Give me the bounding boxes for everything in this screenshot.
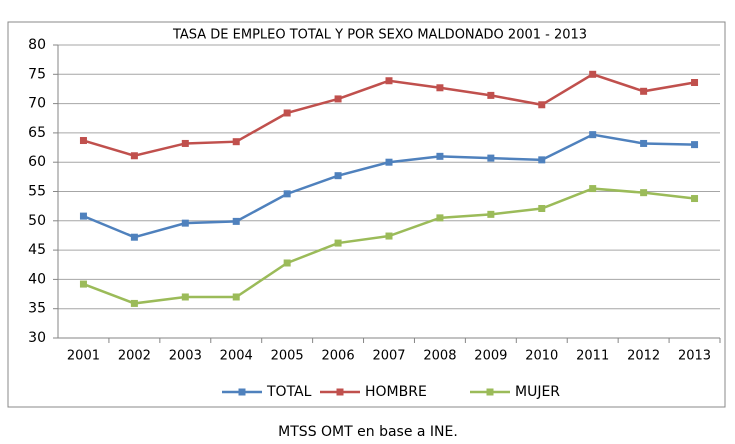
legend-label: TOTAL bbox=[266, 384, 312, 400]
legend-marker bbox=[486, 388, 494, 396]
point bbox=[79, 137, 87, 145]
point bbox=[640, 87, 648, 95]
point bbox=[487, 210, 495, 218]
x-tick-label: 2003 bbox=[169, 349, 202, 364]
point bbox=[334, 239, 342, 247]
point bbox=[334, 172, 342, 180]
point bbox=[589, 185, 597, 193]
chart-frame bbox=[7, 21, 726, 408]
y-tick-label: 75 bbox=[28, 66, 46, 82]
point bbox=[79, 212, 87, 220]
point bbox=[130, 233, 138, 241]
source: MTSS OMT en base a INE. bbox=[278, 424, 458, 440]
point bbox=[436, 152, 444, 160]
y-tick-label: 70 bbox=[28, 96, 46, 112]
x-tick-label: 2004 bbox=[220, 349, 253, 364]
y-tick-label: 30 bbox=[28, 330, 46, 346]
x-tick-label: 2006 bbox=[322, 349, 355, 364]
x-tick-label: 2001 bbox=[67, 349, 100, 364]
legend-marker bbox=[336, 388, 344, 396]
point bbox=[385, 232, 393, 240]
point bbox=[181, 219, 189, 227]
x-tick-label: 2012 bbox=[627, 349, 660, 364]
point bbox=[691, 79, 699, 87]
point bbox=[589, 70, 597, 78]
point bbox=[487, 154, 495, 162]
point bbox=[538, 156, 546, 164]
legend-label: MUJER bbox=[515, 384, 560, 400]
y-tick-label: 40 bbox=[28, 271, 46, 287]
point bbox=[232, 293, 240, 301]
point bbox=[283, 259, 291, 267]
y-tick-label: 35 bbox=[28, 301, 46, 317]
point bbox=[283, 109, 291, 117]
point bbox=[589, 131, 597, 139]
point bbox=[232, 138, 240, 146]
x-tick-label: 2010 bbox=[525, 349, 558, 364]
point bbox=[283, 190, 291, 198]
point bbox=[640, 189, 648, 197]
point bbox=[538, 101, 546, 109]
point bbox=[79, 280, 87, 288]
point bbox=[130, 299, 138, 307]
y-tick-label: 80 bbox=[28, 37, 46, 53]
legend-label: HOMBRE bbox=[365, 384, 427, 400]
point bbox=[232, 217, 240, 225]
x-tick-label: 2013 bbox=[678, 349, 711, 364]
legend-marker bbox=[238, 388, 246, 396]
y-tick-label: 45 bbox=[28, 242, 46, 258]
point bbox=[385, 77, 393, 85]
point bbox=[181, 139, 189, 147]
y-tick-label: 50 bbox=[28, 213, 46, 229]
chart-title: TASA DE EMPLEO TOTAL Y POR SEXO MALDONAD… bbox=[172, 28, 587, 43]
point bbox=[385, 158, 393, 166]
point bbox=[130, 152, 138, 160]
point bbox=[640, 139, 648, 147]
point bbox=[691, 141, 699, 149]
y-tick-label: 65 bbox=[28, 125, 46, 141]
y-tick-label: 60 bbox=[28, 154, 46, 170]
point bbox=[487, 91, 495, 99]
x-tick-label: 2009 bbox=[474, 349, 507, 364]
x-tick-label: 2011 bbox=[576, 349, 609, 364]
point bbox=[538, 204, 546, 212]
point bbox=[436, 214, 444, 222]
x-tick-label: 2008 bbox=[423, 349, 456, 364]
x-tick-label: 2002 bbox=[118, 349, 151, 364]
point bbox=[436, 84, 444, 92]
x-tick-label: 2007 bbox=[372, 349, 405, 364]
point bbox=[691, 195, 699, 203]
point bbox=[181, 293, 189, 301]
y-tick-label: 55 bbox=[28, 184, 46, 200]
point bbox=[334, 95, 342, 103]
x-tick-label: 2005 bbox=[271, 349, 304, 364]
